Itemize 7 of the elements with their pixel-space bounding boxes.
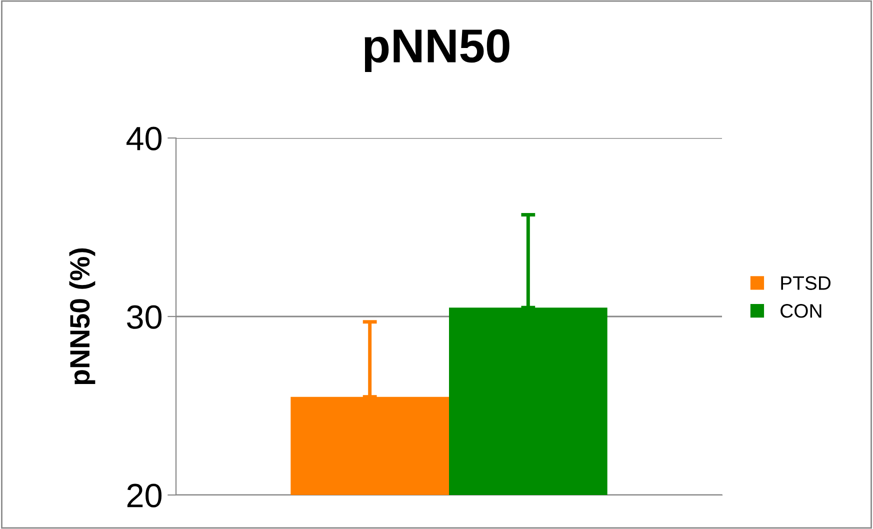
legend-label: CON [780, 304, 822, 318]
chart-title: pNN50 [364, 29, 510, 72]
legend-label: PTSD [781, 276, 831, 290]
y-tick-label: 30 [127, 305, 162, 329]
y-tick-label: 40 [126, 126, 162, 150]
y-axis-title: pNN50 (%) [69, 248, 96, 384]
y-tick-label: 20 [127, 484, 162, 508]
